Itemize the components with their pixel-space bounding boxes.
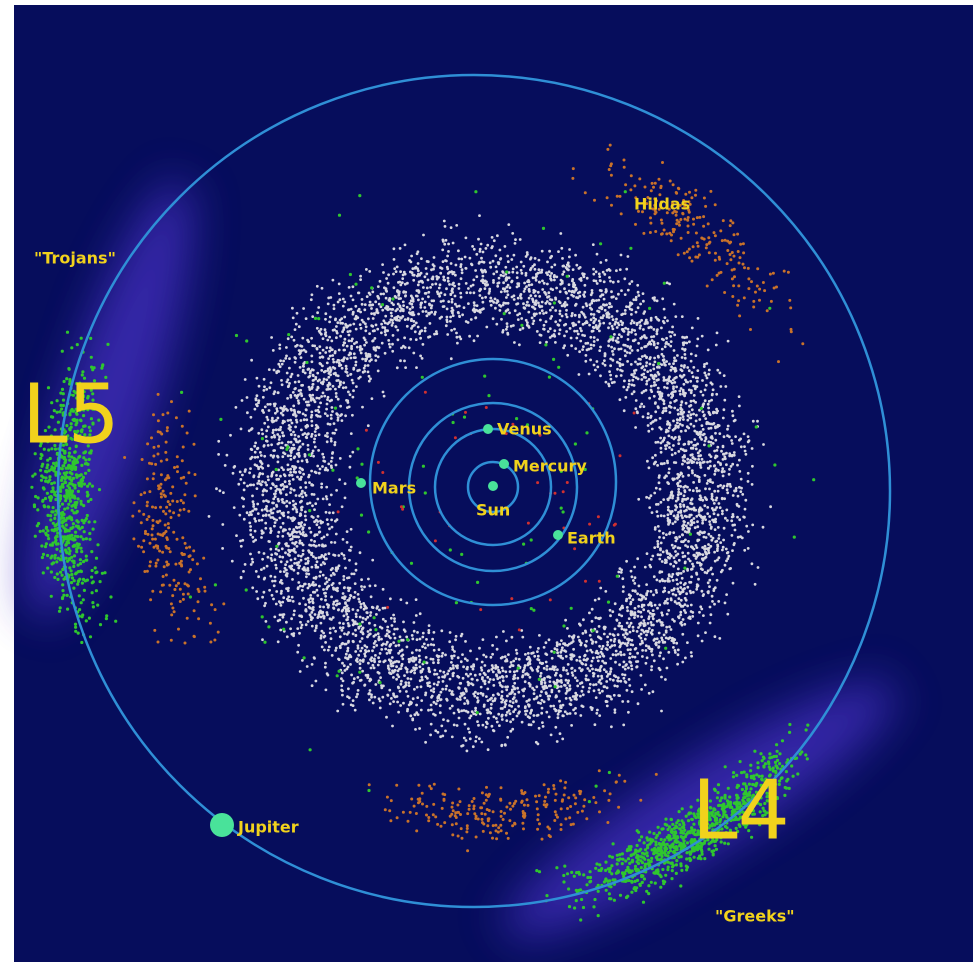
l4-label: L4: [692, 763, 790, 858]
diagram: "Trojans" L5 Hildas Venus Mercury Mars S…: [0, 0, 973, 962]
hildas-label: Hildas: [634, 195, 690, 214]
mars-dot: [356, 478, 366, 488]
trojans-label: "Trojans": [34, 249, 116, 268]
mercury-label: Mercury: [513, 457, 587, 476]
earth-label: Earth: [567, 529, 616, 548]
sun-dot: [488, 481, 498, 491]
venus-dot: [483, 424, 493, 434]
jupiter-dot: [210, 813, 234, 837]
earth-dot: [553, 530, 563, 540]
venus-label: Venus: [497, 420, 552, 439]
greeks-label: "Greeks": [715, 907, 795, 926]
jupiter-label: Jupiter: [237, 818, 299, 837]
page: "Trojans" L5 Hildas Venus Mercury Mars S…: [0, 0, 973, 962]
sun-label: Sun: [476, 501, 510, 520]
mars-label: Mars: [372, 479, 416, 498]
mercury-dot: [499, 459, 509, 469]
l5-label: L5: [22, 367, 120, 462]
